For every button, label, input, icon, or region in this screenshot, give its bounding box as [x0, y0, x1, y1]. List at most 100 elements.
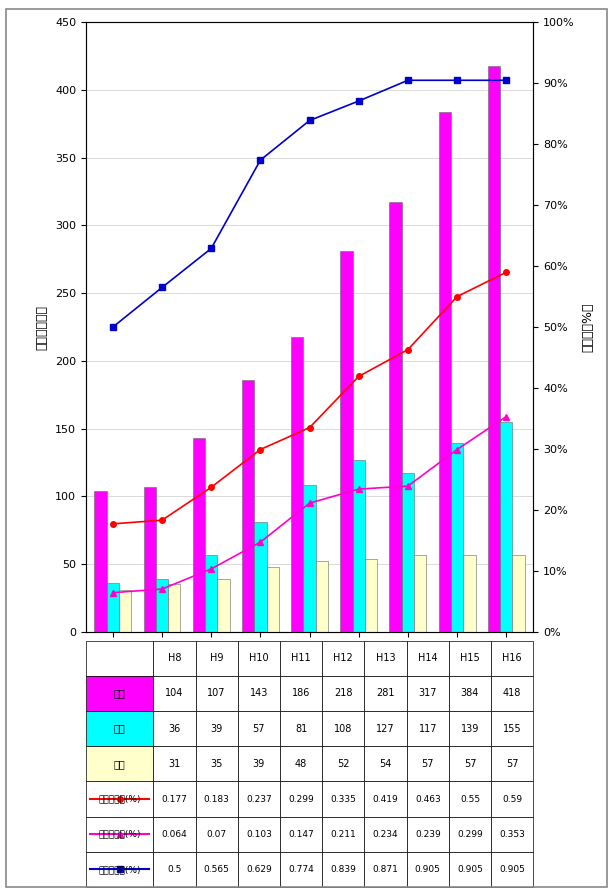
Bar	[280, 852, 322, 887]
Bar	[238, 781, 280, 816]
Text: 0.905: 0.905	[415, 865, 441, 874]
Bar	[316, 561, 328, 632]
Bar	[406, 711, 449, 746]
Text: 186: 186	[292, 688, 310, 699]
Bar	[449, 676, 491, 711]
Bar	[340, 251, 352, 632]
Text: 0.147: 0.147	[288, 830, 314, 839]
Text: 117: 117	[419, 724, 437, 734]
Bar	[196, 746, 238, 781]
Text: 39: 39	[253, 759, 265, 769]
Bar	[463, 555, 476, 632]
Text: 48: 48	[295, 759, 307, 769]
Text: 108: 108	[334, 724, 352, 734]
Text: 0.5: 0.5	[167, 865, 181, 874]
Text: 0.07: 0.07	[207, 830, 227, 839]
Bar	[365, 746, 406, 781]
Bar	[196, 852, 238, 887]
Bar	[153, 641, 196, 676]
Text: 317: 317	[419, 688, 437, 699]
Text: 281: 281	[376, 688, 395, 699]
Text: 0.905: 0.905	[499, 865, 525, 874]
Text: 52: 52	[337, 759, 349, 769]
Text: H10: H10	[249, 653, 268, 663]
Bar	[406, 641, 449, 676]
Bar	[143, 487, 156, 632]
Bar	[365, 641, 406, 676]
Bar	[491, 711, 533, 746]
Bar	[86, 816, 153, 852]
Text: 0.299: 0.299	[457, 830, 483, 839]
Bar	[196, 816, 238, 852]
Text: 57: 57	[253, 724, 265, 734]
Bar	[86, 676, 153, 711]
Bar	[153, 852, 196, 887]
Bar	[119, 590, 131, 632]
Text: H16: H16	[503, 653, 522, 663]
Bar	[322, 711, 365, 746]
Text: 39: 39	[210, 724, 223, 734]
Y-axis label: 学校数（校）: 学校数（校）	[35, 305, 48, 349]
Bar	[491, 641, 533, 676]
Bar	[86, 711, 153, 746]
Text: 0.335: 0.335	[330, 795, 356, 804]
Bar	[238, 746, 280, 781]
Text: 57: 57	[506, 759, 519, 769]
Bar	[322, 781, 365, 816]
Text: H11: H11	[291, 653, 311, 663]
Bar	[86, 641, 153, 676]
Bar	[491, 852, 533, 887]
Bar	[365, 781, 406, 816]
Bar	[196, 676, 238, 711]
Bar	[196, 711, 238, 746]
Bar	[449, 711, 491, 746]
Text: 0.177: 0.177	[162, 795, 188, 804]
Bar	[406, 816, 449, 852]
Bar	[322, 641, 365, 676]
Text: 104: 104	[166, 688, 184, 699]
Bar	[414, 555, 427, 632]
Text: 218: 218	[334, 688, 352, 699]
Bar	[107, 583, 119, 632]
Text: H12: H12	[333, 653, 353, 663]
Bar	[406, 852, 449, 887]
Bar	[168, 584, 180, 632]
Text: 0.463: 0.463	[415, 795, 441, 804]
Bar	[86, 852, 153, 887]
Text: H8: H8	[168, 653, 181, 663]
Bar	[352, 460, 365, 632]
Text: 0.565: 0.565	[204, 865, 230, 874]
Bar	[451, 444, 463, 632]
Text: 155: 155	[503, 724, 522, 734]
Text: 57: 57	[464, 759, 476, 769]
Bar	[280, 746, 322, 781]
Text: 418: 418	[503, 688, 522, 699]
Bar	[291, 337, 303, 632]
Bar	[242, 380, 254, 632]
Bar	[402, 473, 414, 632]
Bar	[449, 816, 491, 852]
Text: 384: 384	[461, 688, 479, 699]
Text: 143: 143	[249, 688, 268, 699]
Text: 107: 107	[207, 688, 226, 699]
Bar	[449, 781, 491, 816]
Text: H15: H15	[460, 653, 480, 663]
Bar	[94, 491, 107, 632]
Text: 127: 127	[376, 724, 395, 734]
Bar	[406, 746, 449, 781]
Text: 36: 36	[169, 724, 181, 734]
Text: 54: 54	[379, 759, 392, 769]
Text: H13: H13	[376, 653, 395, 663]
Bar	[280, 781, 322, 816]
Bar	[365, 676, 406, 711]
Bar	[449, 641, 491, 676]
Bar	[86, 746, 153, 781]
Bar	[280, 816, 322, 852]
Bar	[218, 579, 230, 632]
Text: 0.103: 0.103	[246, 830, 272, 839]
Bar	[238, 816, 280, 852]
Text: 高専実施率(%): 高専実施率(%)	[98, 865, 141, 874]
Text: 0.239: 0.239	[415, 830, 441, 839]
Bar	[196, 781, 238, 816]
Bar	[491, 676, 533, 711]
